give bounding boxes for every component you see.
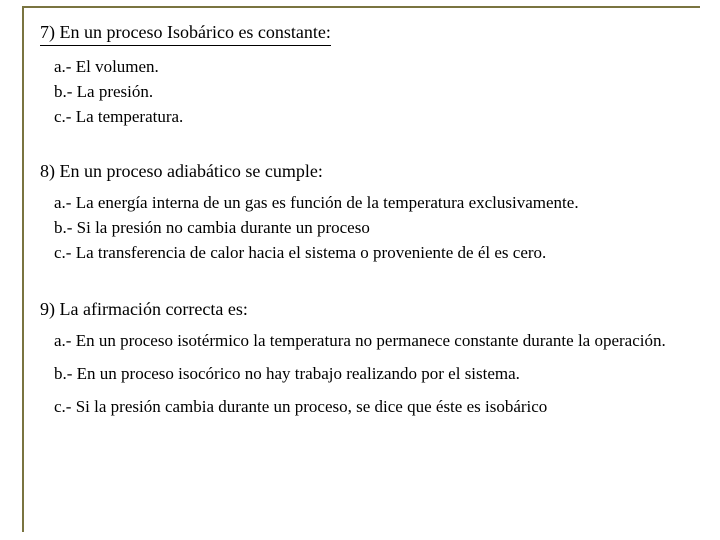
question-title: 9) La afirmación correcta es: — [40, 299, 700, 320]
option-a: a.- El volumen. — [54, 56, 700, 79]
question-title: 8) En un proceso adiabático se cumple: — [40, 161, 700, 182]
option-c: c.- La temperatura. — [54, 106, 700, 129]
question-8: 8) En un proceso adiabático se cumple: a… — [40, 161, 700, 265]
question-title-text: 9) La afirmación correcta es: — [40, 299, 248, 319]
content-area: 7) En un proceso Isobárico es constante:… — [40, 22, 700, 450]
option-b: b.- En un proceso isocórico no hay traba… — [54, 363, 700, 386]
option-c: c.- La transferencia de calor hacia el s… — [54, 242, 700, 265]
question-7: 7) En un proceso Isobárico es constante:… — [40, 22, 700, 129]
option-b: b.- Si la presión no cambia durante un p… — [54, 217, 700, 240]
question-options: a.- La energía interna de un gas es func… — [54, 192, 700, 265]
question-title-text: 7) En un proceso Isobárico es constante: — [40, 22, 331, 46]
question-title: 7) En un proceso Isobárico es constante: — [40, 22, 700, 46]
question-options: a.- En un proceso isotérmico la temperat… — [54, 330, 700, 419]
option-a: a.- En un proceso isotérmico la temperat… — [54, 330, 700, 353]
page: 7) En un proceso Isobárico es constante:… — [0, 0, 720, 540]
option-c: c.- Si la presión cambia durante un proc… — [54, 396, 700, 419]
option-b: b.- La presión. — [54, 81, 700, 104]
question-title-text: 8) En un proceso adiabático se cumple: — [40, 161, 323, 181]
question-9: 9) La afirmación correcta es: a.- En un … — [40, 299, 700, 419]
option-a: a.- La energía interna de un gas es func… — [54, 192, 700, 215]
question-options: a.- El volumen. b.- La presión. c.- La t… — [54, 56, 700, 129]
